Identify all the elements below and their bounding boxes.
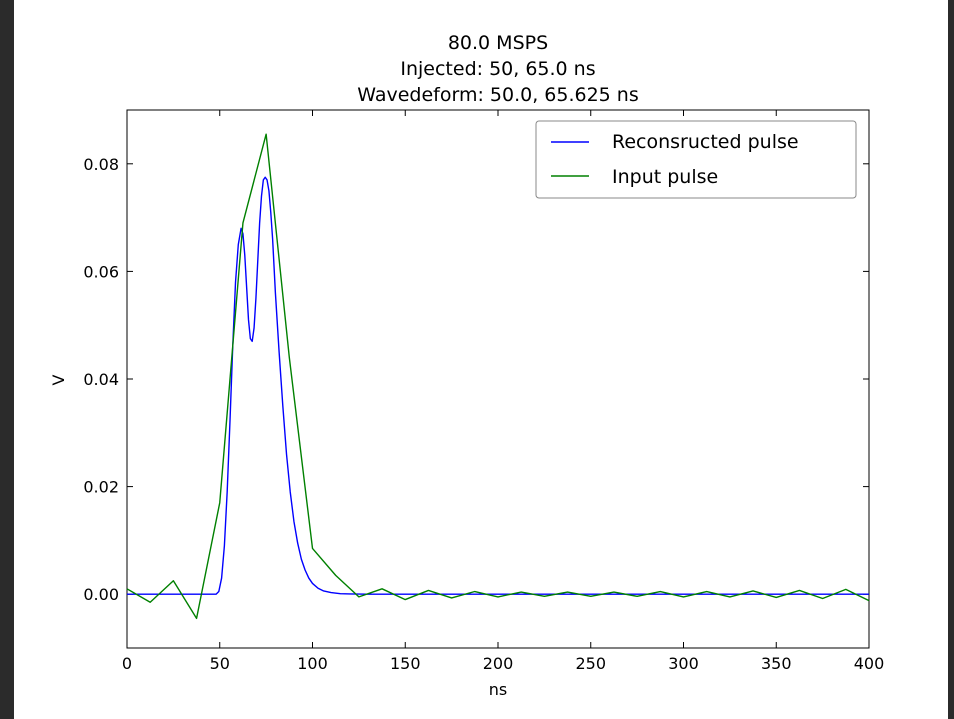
window-frame-right: [948, 0, 954, 719]
x-tick-label: 50: [210, 654, 230, 673]
chart-title: 80.0 MSPS Injected: 50, 65.0 ns Wavedefo…: [357, 32, 638, 106]
series-group: [126, 133, 870, 620]
legend-label-reconstructed: Reconsructed pulse: [612, 131, 799, 153]
y-tick-label: 0.08: [83, 155, 119, 174]
y-tick-label: 0.00: [83, 585, 119, 604]
x-axis-label: ns: [489, 680, 507, 699]
x-tick-label: 150: [390, 654, 421, 673]
y-tick-label: 0.04: [83, 370, 119, 389]
title-line-2: Injected: 50, 65.0 ns: [400, 58, 595, 80]
x-tick-label: 400: [854, 654, 885, 673]
series-line-reconstructed-pulse: [127, 176, 869, 595]
x-tick-label: 300: [668, 654, 699, 673]
series-line-input-pulse: [126, 133, 870, 620]
axis-ticks: 0 50 100 150 200 250 300 350 400 0.00 0.02 0.04 0.06…: [83, 110, 884, 673]
title-line-1: 80.0 MSPS: [448, 32, 548, 54]
legend-box: [535, 120, 857, 199]
y-tick-label: 0.06: [83, 262, 119, 281]
x-tick-label: 350: [761, 654, 792, 673]
x-tick-label: 250: [575, 654, 606, 673]
x-tick-label: 100: [297, 654, 328, 673]
x-tick-label: 0: [122, 654, 132, 673]
y-tick-label: 0.02: [83, 478, 119, 497]
y-axis-label: V: [49, 374, 68, 385]
title-line-3: Wavedeform: 50.0, 65.625 ns: [357, 84, 638, 106]
window-frame-left: [0, 0, 14, 719]
legend-label-input: Input pulse: [612, 166, 718, 188]
legend: Reconsructed pulse Input pulse: [535, 120, 857, 199]
x-tick-label: 200: [483, 654, 514, 673]
